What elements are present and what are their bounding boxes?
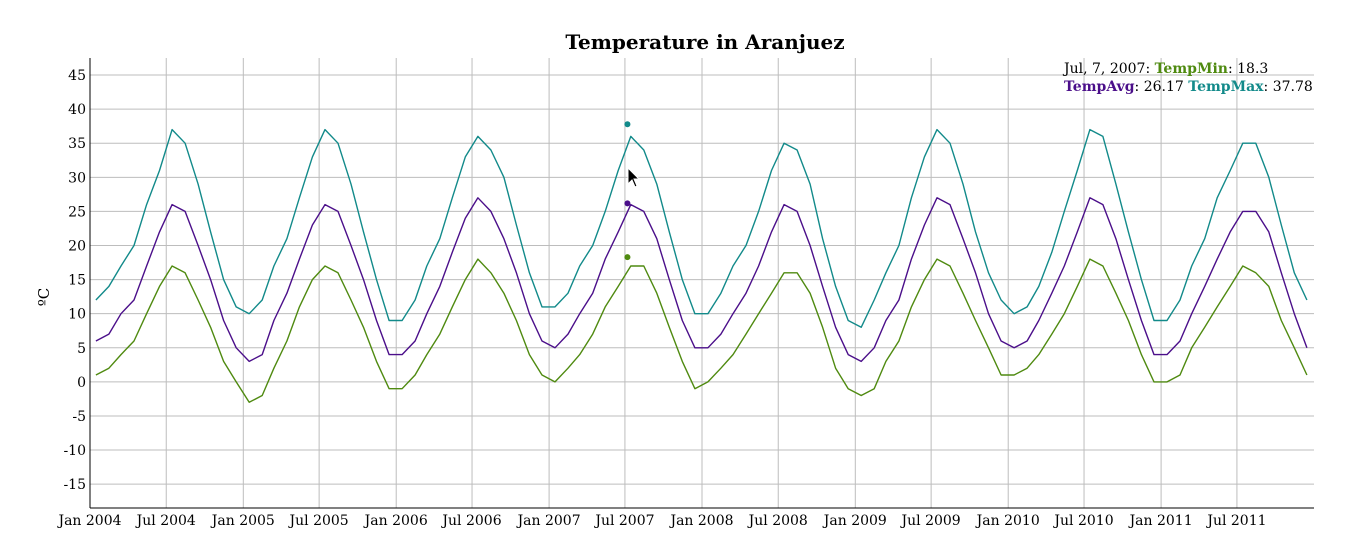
chart-tick-labels: 45 40 35 30 25 20 15 10 5 0 -5 -10 -15 Jan 2004 Jul 20… [56, 68, 1266, 529]
x-tick-label: Jul 2004 [135, 513, 196, 529]
y-tick-label: 25 [68, 204, 86, 220]
y-tick-label: -10 [63, 443, 86, 459]
y-tick-label: -15 [63, 477, 86, 493]
chart-grid [89, 58, 1314, 508]
legend-tempmin-label: TempMin [1154, 61, 1228, 77]
y-axis-label: ºC [35, 288, 53, 307]
chart-hover-markers [624, 121, 631, 261]
chart-title: Temperature in Aranjuez [565, 30, 845, 54]
x-tick-label: Jan 2004 [56, 513, 121, 529]
hover-point-tempmin [624, 254, 631, 261]
x-tick-label: Jul 2005 [288, 513, 349, 529]
x-tick-label: Jan 2009 [822, 513, 887, 529]
hover-legend: Jul, 7, 2007: TempMin: 18.3 TempAvg: 26.… [1064, 61, 1313, 95]
x-tick-label: Jan 2010 [975, 513, 1040, 529]
x-tick-label: Jul 2011 [1205, 513, 1266, 529]
x-tick-label: Jul 2009 [900, 513, 961, 529]
y-tick-label: 45 [68, 68, 86, 84]
y-tick-label: 35 [68, 136, 86, 152]
hover-point-tempmax [624, 121, 631, 128]
x-tick-label: Jan 2005 [210, 513, 275, 529]
y-tick-label: 40 [68, 102, 86, 118]
series-line-tempmax [95, 128, 1308, 328]
y-tick-label: 30 [68, 170, 86, 186]
legend-tempmax-label: TempMax [1188, 79, 1264, 95]
y-tick-label: 20 [68, 239, 86, 255]
hover-tempmax-value: 37.78 [1272, 79, 1313, 95]
x-tick-label: Jan 2007 [516, 513, 581, 529]
x-tick-label: Jan 2008 [668, 513, 733, 529]
y-tick-label: 5 [77, 341, 86, 357]
mouse-cursor-icon [627, 166, 641, 188]
legend-tempavg-label: TempAvg [1064, 79, 1135, 95]
y-tick-label: 0 [77, 375, 86, 391]
y-tick-label: -5 [72, 409, 86, 425]
x-tick-label: Jul 2007 [593, 513, 654, 529]
series-line-tempmin [95, 258, 1308, 403]
x-tick-label: Jul 2008 [747, 513, 808, 529]
chart-axes [89, 58, 1314, 509]
y-tick-label: 15 [68, 273, 86, 289]
x-tick-label: Jan 2011 [1128, 513, 1193, 529]
hover-tempmin-value: 18.3 [1237, 61, 1269, 77]
chart-series [95, 128, 1308, 403]
hover-tempavg-value: 26.17 [1143, 79, 1184, 95]
hover-date: Jul, 7, 2007 [1064, 61, 1146, 77]
x-tick-label: Jul 2006 [440, 513, 501, 529]
hover-point-tempavg [624, 200, 631, 207]
x-tick-label: Jan 2006 [363, 513, 428, 529]
y-tick-label: 10 [68, 307, 86, 323]
x-tick-label: Jul 2010 [1052, 513, 1113, 529]
series-line-tempavg [95, 197, 1308, 363]
